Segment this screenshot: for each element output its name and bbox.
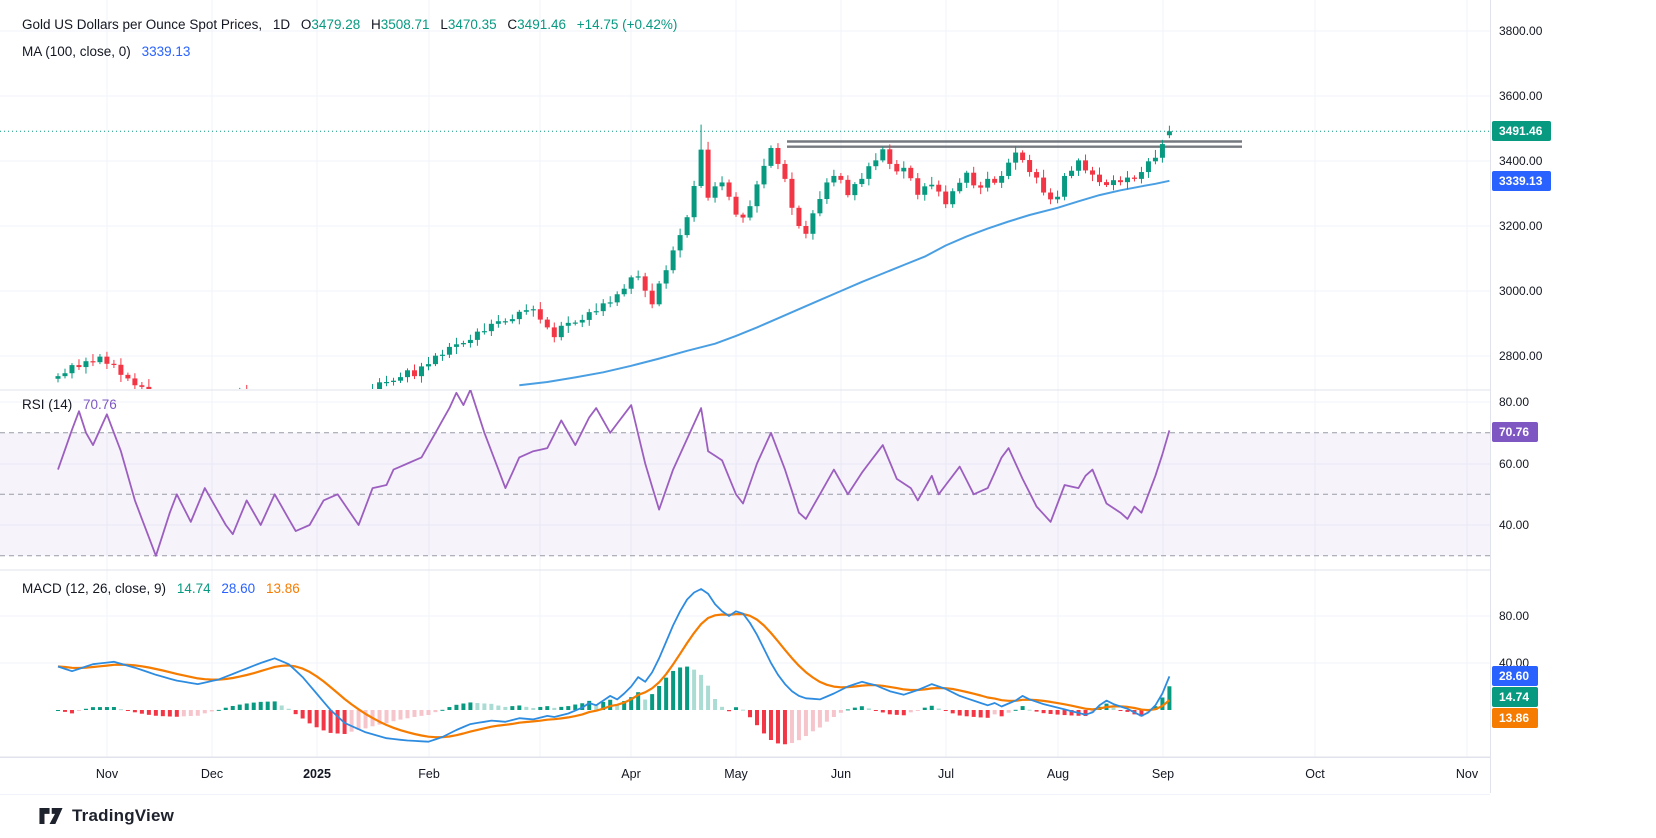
- time-axis-label: Nov: [1455, 767, 1479, 781]
- time-axis-label: Jul: [938, 767, 954, 781]
- time-scale[interactable]: Nov Dec 2025 Feb Apr May Jun Jul Aug Sep Oct Nov: [0, 757, 1490, 795]
- ohlc-h-key: H: [371, 17, 381, 32]
- axis-value-badge: 70.76: [1492, 422, 1539, 442]
- symbol-header[interactable]: Gold US Dollars per Ounce Spot Prices, 1…: [22, 16, 684, 33]
- macd-study-header[interactable]: MACD (12, 26, close, 9) 14.74 28.60 13.8…: [22, 580, 307, 597]
- time-axis-label: Feb: [418, 767, 440, 781]
- ohlc-l-value: 3470.35: [447, 17, 497, 32]
- rsi-study-header[interactable]: RSI (14) 70.76: [22, 396, 124, 413]
- price-axis-label: 3800.00: [1499, 24, 1543, 38]
- axis-value-badge: 14.74: [1492, 687, 1539, 707]
- ma-study-label: MA (100, close, 0): [22, 44, 131, 59]
- change-value: +14.75 (+0.42%): [576, 17, 678, 32]
- ohlc-l-key: L: [440, 17, 448, 32]
- ohlc-o-value: 3479.28: [311, 17, 361, 32]
- time-axis-label: Apr: [621, 767, 641, 781]
- price-axis-label: 3400.00: [1499, 154, 1543, 168]
- rsi-axis-label: 60.00: [1499, 457, 1530, 471]
- price-axis-label: 3200.00: [1499, 219, 1543, 233]
- ohlc-o-key: O: [300, 17, 312, 32]
- axis-value-badge: 13.86: [1492, 708, 1539, 728]
- rsi-axis-label: 40.00: [1499, 518, 1530, 532]
- ohlc-c-key: C: [507, 17, 518, 32]
- time-axis-label: Oct: [1305, 767, 1325, 781]
- interval-label[interactable]: 1D: [272, 17, 291, 32]
- macd-signal-value: 13.86: [265, 581, 300, 596]
- rsi-axis-label: 80.00: [1499, 395, 1530, 409]
- macd-axis-label: 80.00: [1499, 609, 1530, 623]
- chart-canvas[interactable]: [0, 0, 1656, 793]
- time-axis-label: Dec: [200, 767, 224, 781]
- time-axis-label: Aug: [1046, 767, 1070, 781]
- axis-value-badge: 28.60: [1492, 666, 1539, 686]
- ohlc-h-value: 3508.71: [380, 17, 430, 32]
- macd-study-label: MACD (12, 26, close, 9): [22, 581, 167, 596]
- macd-hist-value: 14.74: [176, 581, 211, 596]
- symbol-title: Gold US Dollars per Ounce Spot Prices,: [22, 17, 263, 32]
- tradingview-logo[interactable]: TradingView: [38, 801, 174, 831]
- price-axis-label: 3000.00: [1499, 284, 1543, 298]
- axis-value-badge: 3339.13: [1492, 171, 1552, 191]
- ohlc-c-value: 3491.46: [517, 17, 566, 32]
- price-scale[interactable]: 3800.00 3600.00 3400.00 3200.00 3000.00 2800.…: [1490, 0, 1656, 793]
- time-axis-label: Jun: [830, 767, 852, 781]
- axis-value-badge: 3491.46: [1492, 121, 1552, 141]
- ma-study-header[interactable]: MA (100, close, 0) 3339.13: [22, 43, 197, 60]
- price-axis-label: 2800.00: [1499, 349, 1543, 363]
- tradingview-logo-icon: [39, 808, 63, 824]
- tradingview-logo-text: TradingView: [72, 806, 175, 825]
- time-axis-label: Nov: [95, 767, 119, 781]
- macd-line-value: 28.60: [221, 581, 256, 596]
- rsi-study-label: RSI (14): [22, 397, 73, 412]
- time-axis-label: 2025: [303, 767, 331, 781]
- time-axis-label: May: [724, 767, 748, 781]
- ma-study-value: 3339.13: [141, 44, 191, 59]
- time-axis-label: Sep: [1151, 767, 1175, 781]
- rsi-study-value: 70.76: [83, 397, 117, 412]
- price-axis-label: 3600.00: [1499, 89, 1543, 103]
